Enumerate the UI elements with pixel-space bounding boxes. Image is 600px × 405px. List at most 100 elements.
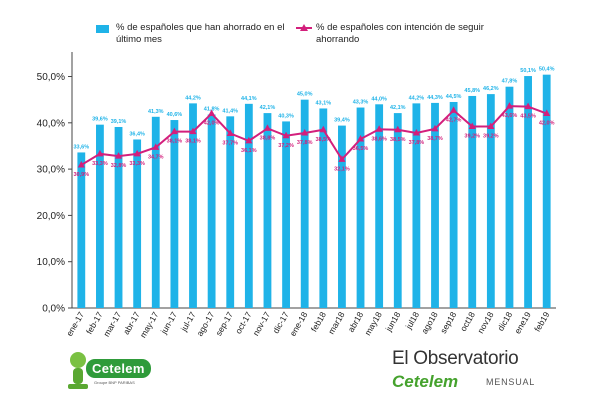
- bar-data-label: 45,8%: [464, 88, 480, 94]
- x-tick-label: mar-17: [101, 310, 123, 339]
- line-marker: [375, 125, 383, 132]
- line-data-label: 37,7%: [222, 140, 238, 146]
- line-marker: [524, 102, 532, 110]
- line-marker: [133, 149, 141, 157]
- x-tick-label: sep-17: [213, 310, 235, 338]
- legend-swatch-bar: [96, 25, 109, 33]
- line-data-label: 42,7%: [446, 117, 462, 123]
- line-marker: [226, 129, 234, 136]
- line-data-label: 38,5%: [390, 137, 406, 143]
- bar: [486, 94, 495, 308]
- bar-data-label: 44,0%: [371, 96, 387, 102]
- line-data-label: 36,5%: [353, 146, 369, 152]
- x-tick-label: oct18: [458, 310, 477, 333]
- bar-data-label: 33,6%: [74, 144, 90, 150]
- x-tick-label: mar18: [326, 310, 347, 336]
- line-data-label: 38,5%: [316, 137, 332, 143]
- x-tick-label: ene19: [512, 310, 533, 336]
- x-tick-label: feb19: [532, 310, 551, 334]
- bar-data-label: 44,3%: [427, 95, 443, 101]
- x-tick-label: feb18: [309, 310, 328, 334]
- y-tick-label: 50,0%: [37, 72, 65, 83]
- bar: [449, 101, 458, 309]
- bar-data-label: 39,4%: [334, 118, 350, 124]
- line-data-label: 32,8%: [111, 163, 127, 169]
- x-tick-label: jun18: [383, 310, 403, 334]
- bar: [338, 125, 346, 308]
- line-marker: [189, 127, 197, 135]
- x-tick-label: sep18: [438, 310, 458, 335]
- x-tick-label: ago18: [419, 310, 440, 336]
- bar-data-label: 42,1%: [260, 105, 276, 111]
- x-tick-label: ene-17: [64, 310, 86, 338]
- bar: [77, 152, 86, 308]
- x-tick-label: may-17: [138, 310, 161, 340]
- observatorio-brand: Cetelem: [392, 372, 459, 391]
- bar: [524, 76, 532, 308]
- line-marker: [543, 109, 551, 117]
- bar-data-label: 40,6%: [167, 112, 183, 118]
- bar: [393, 113, 402, 308]
- bar: [356, 107, 365, 308]
- line-data-label: 38,7%: [427, 136, 443, 142]
- line-data-label: 42,0%: [204, 121, 220, 127]
- bar: [114, 126, 123, 309]
- line-marker: [412, 129, 420, 136]
- line-data-label: 36,1%: [241, 148, 257, 154]
- bar: [244, 103, 253, 308]
- cetelem-tagline: Groupe BNP PARIBAS: [94, 380, 135, 385]
- bar-data-label: 42,1%: [390, 105, 406, 111]
- line-marker: [505, 102, 514, 109]
- line-marker: [152, 143, 160, 150]
- x-tick-label: ago-17: [194, 310, 216, 338]
- line-data-label: 38,8%: [260, 135, 276, 141]
- bar: [468, 95, 477, 309]
- line-marker: [263, 124, 272, 131]
- bar-data-label: 44,1%: [241, 96, 257, 102]
- y-tick-label: 20,0%: [37, 211, 65, 222]
- legend-swatch-line: [296, 24, 312, 31]
- cetelem-logo: Cetelem Groupe BNP PARIBAS: [64, 350, 184, 392]
- line-marker: [208, 109, 216, 117]
- line-data-label: 43,6%: [502, 113, 518, 119]
- x-tick-label: jun-17: [158, 310, 179, 337]
- line-marker: [282, 131, 290, 139]
- line-data-label: 33,3%: [92, 161, 108, 167]
- line-marker: [431, 124, 439, 132]
- line-data-label: 42,0%: [539, 121, 555, 127]
- mascot-icon: [68, 352, 88, 389]
- y-tick-label: 30,0%: [37, 165, 65, 176]
- legend-label-savers: % de españoles que han ahorrado en el úl…: [116, 22, 285, 45]
- series-line: [80, 105, 548, 166]
- line-data-label: 33,3%: [129, 161, 145, 167]
- bar-data-label: 44,2%: [409, 95, 425, 101]
- line-marker: [487, 122, 495, 130]
- line-data-label: 37,2%: [278, 143, 294, 149]
- bar: [170, 120, 179, 308]
- line-data-label: 37,8%: [409, 140, 425, 146]
- line-data-label: 43,5%: [520, 114, 536, 120]
- bar-data-label: 41,8%: [204, 106, 220, 112]
- bar-data-label: 50,1%: [520, 68, 536, 74]
- bar: [412, 103, 421, 309]
- bar-data-label: 41,4%: [222, 108, 238, 114]
- line-data-label: 38,1%: [185, 139, 201, 145]
- bar-data-label: 39,6%: [92, 117, 108, 123]
- chart-legend: % de españoles que han ahorrado en el úl…: [96, 22, 516, 56]
- bar-data-label: 40,3%: [278, 113, 294, 119]
- bar: [151, 116, 160, 308]
- bar: [96, 124, 104, 309]
- bar: [282, 121, 290, 308]
- line-data-label: 39,2%: [464, 134, 480, 140]
- bar: [263, 113, 272, 308]
- x-tick-label: ene-18: [288, 310, 310, 338]
- observatorio-subtitle: MENSUAL: [486, 377, 536, 387]
- line-marker: [394, 125, 402, 133]
- bar-data-label: 46,2%: [483, 86, 499, 92]
- bar-data-label: 45,0%: [297, 92, 313, 98]
- line-marker: [468, 122, 476, 130]
- x-tick-label: jul18: [403, 310, 421, 332]
- bar: [431, 102, 439, 308]
- bar-data-label: 43,3%: [353, 100, 369, 106]
